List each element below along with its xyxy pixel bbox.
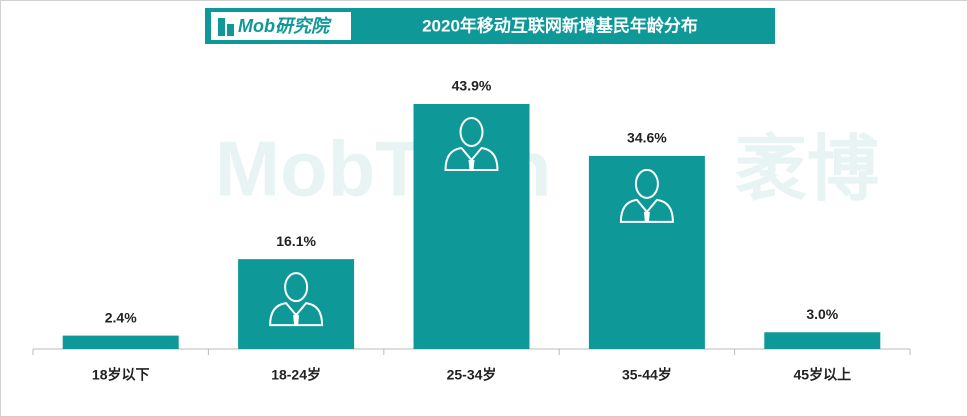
value-label: 34.6%: [627, 130, 667, 146]
icon-tie: [643, 211, 650, 222]
x-tick-label: 18-24岁: [271, 367, 321, 383]
icon-body: [269, 302, 324, 327]
icon-tie: [468, 160, 475, 170]
person-icon: [444, 117, 499, 171]
icon-body: [444, 146, 499, 171]
logo-icon: [227, 24, 234, 36]
x-tick-label: 25-34岁: [447, 367, 497, 383]
watermark: 袤博: [735, 130, 879, 210]
icon-tie: [293, 315, 300, 326]
value-label: 16.1%: [276, 233, 316, 249]
x-tick-label: 35-44岁: [622, 367, 672, 383]
bar: [413, 104, 530, 349]
icon-head: [634, 168, 659, 199]
logo-icon: [218, 18, 225, 36]
value-label: 2.4%: [105, 309, 137, 325]
bar: [62, 335, 179, 349]
icon-head: [459, 117, 484, 147]
icon-body: [619, 198, 674, 223]
value-label: 43.9%: [452, 78, 492, 94]
value-label: 3.0%: [806, 306, 838, 322]
logo: Mob研究院: [238, 16, 332, 36]
logo-box: [211, 12, 351, 40]
icon-head: [284, 272, 309, 303]
person-icon: [269, 272, 324, 327]
x-tick-label: 45岁以上: [794, 367, 852, 383]
chart-title: 2020年移动互联网新增基民年龄分布: [422, 15, 698, 35]
title-banner: Mob研究院 2020年移动互联网新增基民年龄分布: [205, 8, 775, 44]
bar: [764, 332, 881, 349]
x-tick-label: 18岁以下: [92, 367, 150, 383]
bar: [588, 155, 705, 349]
person-icon: [619, 168, 674, 223]
